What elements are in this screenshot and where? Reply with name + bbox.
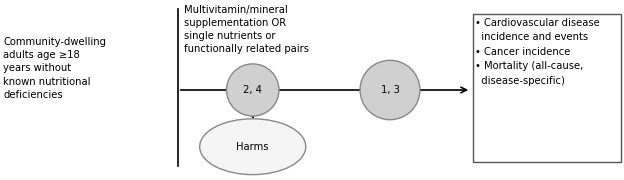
Text: Community-dwelling
adults age ≥18
years without
known nutritional
deficiencies: Community-dwelling adults age ≥18 years …	[3, 37, 106, 100]
Ellipse shape	[227, 64, 279, 116]
Ellipse shape	[360, 60, 420, 120]
FancyBboxPatch shape	[473, 14, 621, 162]
Text: Multivitamin/mineral
supplementation OR
single nutrients or
functionally related: Multivitamin/mineral supplementation OR …	[184, 5, 309, 54]
Ellipse shape	[200, 119, 306, 175]
Text: Harms: Harms	[236, 142, 269, 152]
Text: 1, 3: 1, 3	[381, 85, 399, 95]
Text: 2, 4: 2, 4	[243, 85, 262, 95]
Text: • Cardiovascular disease
  incidence and events
• Cancer incidence
• Mortality (: • Cardiovascular disease incidence and e…	[475, 18, 600, 86]
